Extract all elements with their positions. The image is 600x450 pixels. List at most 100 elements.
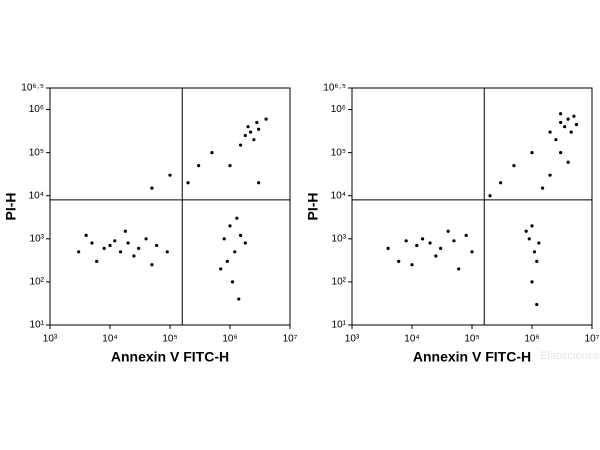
event-dot [554,138,558,142]
event-dot [243,241,247,245]
x-tick-label: 10⁴ [102,334,117,345]
event-dot [118,250,123,254]
event-dot [150,186,154,190]
event-dot [246,125,250,129]
event-dot [559,120,563,125]
event-dot [537,241,541,245]
x-tick-label: 10³ [345,334,360,345]
event-dot [540,186,545,190]
event-dot [137,246,141,250]
x-tick-label: 10³ [43,334,58,345]
event-dot [144,237,148,241]
y-tick-label: 10⁵ [331,147,346,158]
event-dot [535,302,539,307]
event-dot [439,246,443,250]
y-axis-title: PI-H [305,193,321,221]
event-dot [428,241,432,245]
y-tick-label: 10³ [30,233,45,244]
event-dot [95,259,99,263]
y-tick-label: 10¹ [30,320,45,331]
event-dot [457,267,461,271]
y-tick-label: 10² [332,277,347,288]
plot-frame [49,87,291,326]
event-dot [238,233,243,238]
event-dot [186,181,190,185]
event-dot [559,112,563,116]
x-tick-label: 10⁴ [404,334,419,345]
event-dot [548,130,552,134]
plot-frame [351,87,593,326]
event-dot [530,280,534,284]
x-tick-label: 10⁵ [464,334,479,345]
event-dot [434,254,438,258]
x-tick-label: 10⁶ [222,334,237,345]
event-dot [535,259,539,263]
event-dot [230,280,235,284]
event-dot [404,239,408,243]
event-dot [464,233,468,238]
event-dot [219,267,223,271]
event-dot [257,127,261,131]
y-tick-label: 10⁴ [29,190,44,201]
event-dot [248,130,253,134]
event-dot [225,259,229,263]
y-tick-label: 10¹ [332,320,347,331]
event-dot [90,241,94,245]
event-dot [488,194,492,198]
event-dot [397,259,401,263]
event-dot [257,181,261,185]
event-dot [559,151,563,155]
event-dot [210,151,214,155]
event-dot [574,122,579,127]
event-dot [530,224,534,228]
y-tick-label: 10⁶·⁵ [21,83,44,94]
event-dot [415,243,419,248]
x-tick-label: 10⁷ [283,334,298,345]
event-dot [150,263,154,267]
event-dot [446,229,450,233]
event-dot [420,237,425,241]
event-dot [228,224,232,228]
event-dot [530,151,534,155]
event-dot [452,239,456,243]
event-dot [572,114,576,118]
y-tick-label: 10⁵ [29,147,44,158]
event-dot [132,254,136,258]
event-dot [235,216,239,220]
event-dot [155,243,159,248]
x-axis-title: Annexin V FITC-H [111,349,229,365]
event-dot [197,164,201,168]
event-dot [113,239,117,243]
x-tick-label: 10⁵ [162,334,177,345]
event-dot [123,229,127,233]
y-tick-label: 10⁶·⁵ [323,83,346,94]
y-tick-label: 10⁶ [29,104,44,115]
y-tick-label: 10⁶ [331,104,346,115]
event-dot [77,250,81,254]
event-dot [524,229,528,233]
event-dot [237,297,241,301]
event-dot [527,237,531,241]
event-dot [165,250,169,254]
event-dot [499,181,503,185]
event-dot [228,164,232,168]
event-dot [238,143,243,147]
watermark: Elabscience [540,350,599,362]
event-dot [102,246,106,250]
event-dot [255,120,259,125]
event-dot [410,263,414,267]
x-tick-label: 10⁶ [524,334,539,345]
event-dot [470,250,474,254]
event-dot [222,237,226,241]
event-dot [512,164,516,168]
y-tick-label: 10³ [332,233,347,244]
event-dot [126,241,130,245]
event-dot [84,233,88,238]
y-axis-title: PI-H [3,193,19,221]
event-dot [168,173,172,177]
event-dot [566,160,570,164]
y-tick-label: 10² [30,277,45,288]
event-dot [563,125,567,129]
event-dot [233,250,237,254]
